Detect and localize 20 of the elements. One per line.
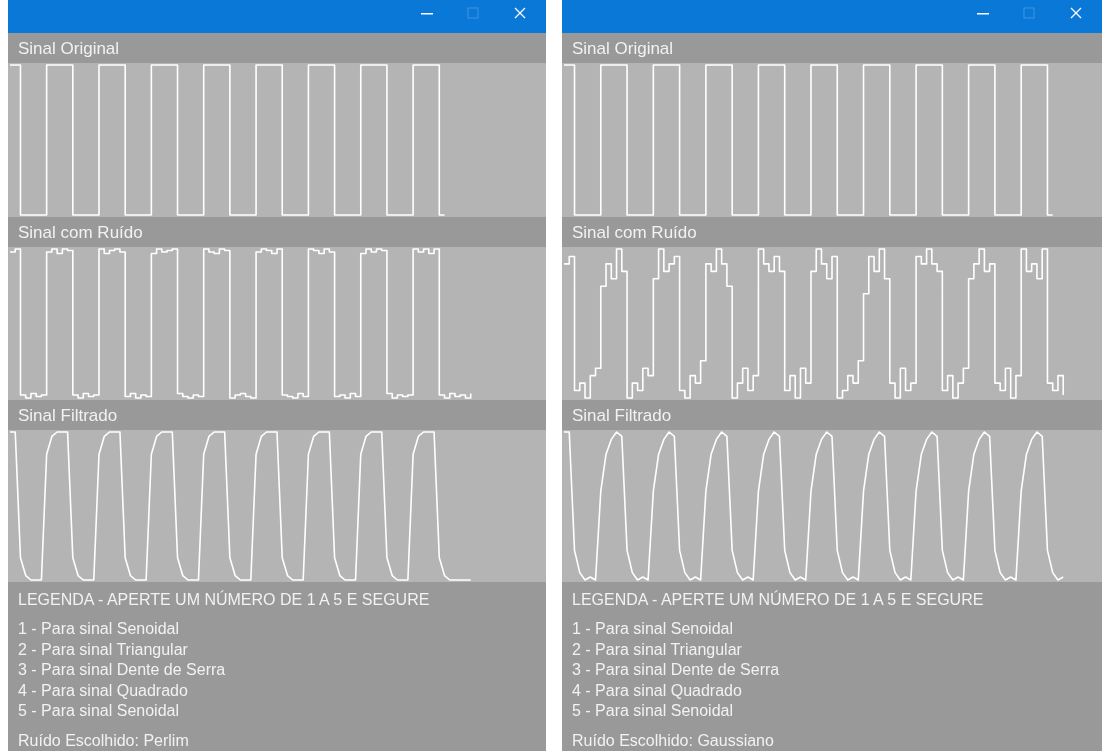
text: 3 - Para sinal Dente de Serra	[18, 661, 226, 678]
chart-title: Sinal com Ruído	[18, 223, 143, 242]
text: Ruído Escolhido: Perlim	[18, 732, 189, 749]
text: 1 - Para sinal Senoidal	[18, 620, 179, 637]
chart-title: Sinal com Ruído	[572, 223, 697, 242]
text: 2 - Para sinal Triangular	[18, 640, 189, 658]
text: 4 - Para sinal Quadrado	[18, 681, 188, 699]
chart-title: Sinal Filtrado	[572, 406, 672, 425]
text: Ruído Escolhido: Gaussiano	[572, 732, 774, 749]
text: 5 - Para sinal Senoidal	[572, 702, 733, 719]
chart-title: Sinal Original	[18, 39, 120, 58]
chart-title: Sinal Filtrado	[18, 406, 118, 425]
text: LEGENDA - APERTE UM NÚMERO DE 1 A 5 E SEGURE	[572, 590, 984, 608]
text: 5 - Para sinal Senoidal	[18, 702, 179, 719]
text: 3 - Para sinal Dente de Serra	[572, 661, 780, 678]
text: 2 - Para sinal Triangular	[572, 640, 743, 658]
chart-title: Sinal Original	[572, 39, 674, 58]
text: 4 - Para sinal Quadrado	[572, 681, 742, 699]
text: 1 - Para sinal Senoidal	[572, 620, 733, 637]
text: LEGENDA - APERTE UM NÚMERO DE 1 A 5 E SEGURE	[18, 590, 430, 608]
